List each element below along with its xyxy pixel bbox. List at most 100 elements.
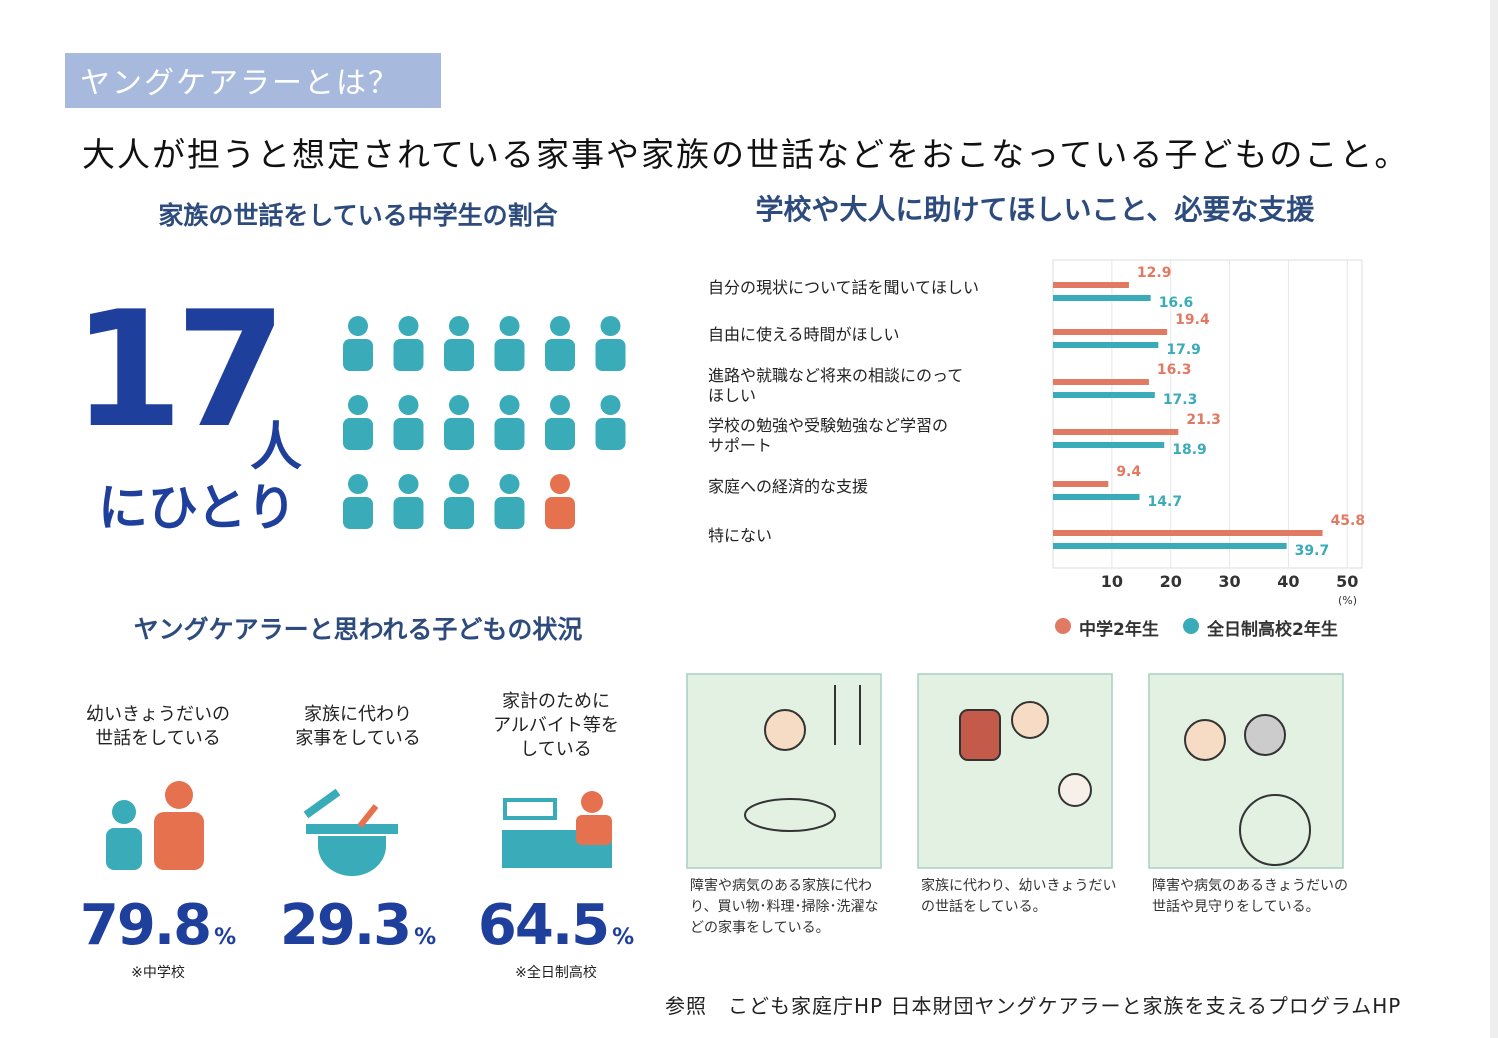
person-icon-body xyxy=(343,497,373,529)
person-icon-body xyxy=(393,339,424,371)
baby xyxy=(1058,773,1092,807)
person-icon-body xyxy=(343,339,373,371)
person-icon-head xyxy=(398,316,419,336)
definition: 大人が担うと想定されている家事や家族の世話などをおこなっている子どものこと。 xyxy=(82,135,1410,174)
person-icon-head xyxy=(550,395,570,415)
person-icon-head xyxy=(550,316,570,336)
x-tick-label: 40 xyxy=(1277,572,1300,591)
bar xyxy=(1053,282,1129,288)
icon xyxy=(318,836,386,876)
icon xyxy=(106,828,142,870)
value-label: 45.8 xyxy=(1330,513,1366,529)
person-icon-body xyxy=(393,497,424,529)
illustration xyxy=(917,673,1113,869)
person-icon-body xyxy=(444,497,474,529)
icon xyxy=(154,812,204,870)
x-tick-label: 50 xyxy=(1336,572,1359,591)
icon xyxy=(576,815,612,845)
illustration-boxes xyxy=(686,673,1344,869)
chart-title: 学校や大人に助けてほしいこと、必要な支援 xyxy=(755,193,1315,226)
status-unit: % xyxy=(612,925,635,950)
bar xyxy=(1053,442,1165,448)
ratio-number: 17 xyxy=(72,276,287,463)
value-label: 14.7 xyxy=(1147,494,1183,510)
status-title: ヤングケアラーと思われる子どもの状況 xyxy=(133,615,583,644)
randoseru xyxy=(959,709,1001,761)
badge-text: ヤングケアラーとは？ xyxy=(80,66,400,101)
illustration xyxy=(1148,673,1344,869)
status-number: 64.5 xyxy=(477,893,610,958)
bar xyxy=(1053,379,1149,385)
illustration xyxy=(686,673,882,869)
bar xyxy=(1053,429,1179,435)
status-note: ※中学校 xyxy=(131,965,185,981)
bar xyxy=(1053,481,1109,487)
category-label: 特にない xyxy=(708,526,773,545)
person-icon-body xyxy=(494,339,525,371)
value-label: 12.9 xyxy=(1136,265,1172,281)
person-icon-body xyxy=(393,418,424,450)
person xyxy=(1011,701,1049,739)
ratio-unit: 人 xyxy=(250,418,303,478)
ratio-suffix: にひとり xyxy=(98,479,297,537)
person-icon-head xyxy=(348,316,368,336)
illustration-caption: 障害や病気のあるきょうだいの世話や見守りをしている。 xyxy=(1152,878,1348,915)
person-icon-head xyxy=(398,474,419,494)
category-label: 自由に使える時間がほしい xyxy=(708,325,900,344)
legend-label: 中学2年生 xyxy=(1079,620,1159,640)
legend-label: 全日制高校2年生 xyxy=(1207,620,1338,640)
icon xyxy=(303,788,341,819)
person xyxy=(1184,719,1226,761)
person-icon-body xyxy=(494,418,525,450)
person-icon-head xyxy=(398,395,419,415)
legend-swatch xyxy=(1183,618,1199,634)
person-icon-head xyxy=(499,474,520,494)
status-value: 29.3% xyxy=(238,893,478,958)
person-icon-body xyxy=(545,418,575,450)
badge-bg xyxy=(65,53,441,108)
person-icon-head xyxy=(449,474,469,494)
edge xyxy=(1490,0,1498,1038)
value-label: 16.6 xyxy=(1158,295,1194,311)
person xyxy=(764,709,806,751)
illustration-art xyxy=(744,685,1311,866)
person-icon-body xyxy=(343,418,373,450)
bar xyxy=(1053,392,1155,398)
person-icon-body xyxy=(595,339,626,371)
icon xyxy=(165,781,193,809)
category-label: 自分の現状について話を聞いてほしい xyxy=(708,278,980,297)
status-value: 64.5% xyxy=(436,893,676,958)
ratio-title: 家族の世話をしている中学生の割合 xyxy=(158,201,558,230)
value-label: 21.3 xyxy=(1186,412,1221,428)
person-icon-head xyxy=(499,395,520,415)
value-label: 16.3 xyxy=(1156,362,1192,378)
person-icon-body xyxy=(595,418,626,450)
person-icon-head xyxy=(449,395,469,415)
person-icon-head xyxy=(499,316,520,336)
icon xyxy=(112,800,136,824)
person-icon-head xyxy=(348,395,368,415)
person xyxy=(1244,714,1286,756)
bar xyxy=(1053,342,1159,348)
bar xyxy=(1053,543,1287,549)
category-label: 進路や就職など将来の相談にのって ほしい xyxy=(708,366,964,405)
bar xyxy=(1053,295,1151,301)
status-number: 29.3 xyxy=(279,893,412,958)
icon xyxy=(357,804,379,828)
status-unit: % xyxy=(414,925,437,950)
person-icon-head xyxy=(600,395,621,415)
icon xyxy=(581,791,603,813)
illustration-caption: 障害や病気のある家族に代わり、買い物･料理･掃除･洗濯などの家事をしている。 xyxy=(690,878,879,936)
icon xyxy=(306,824,398,834)
status-value: 79.8% xyxy=(38,893,278,958)
person-icon-head xyxy=(550,474,570,494)
person-icon-body xyxy=(444,339,474,371)
person-icon-body xyxy=(494,497,525,529)
person-icon-head xyxy=(600,316,621,336)
category-label: 家庭への経済的な支援 xyxy=(708,477,869,496)
person-icon-body xyxy=(545,497,575,529)
x-tick-label: 10 xyxy=(1100,572,1123,591)
pan xyxy=(744,798,836,832)
plot-frame xyxy=(1052,259,1363,569)
